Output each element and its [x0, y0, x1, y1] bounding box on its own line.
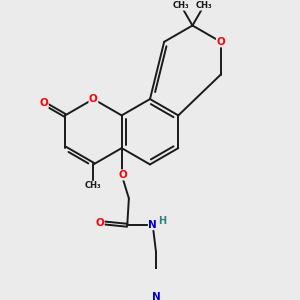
Text: O: O: [89, 94, 98, 104]
Text: CH₃: CH₃: [173, 1, 189, 10]
Text: O: O: [95, 218, 104, 228]
Text: H: H: [158, 216, 166, 226]
Text: CH₃: CH₃: [196, 1, 212, 10]
Text: CH₃: CH₃: [85, 181, 102, 190]
Text: O: O: [216, 37, 225, 47]
Text: N: N: [152, 292, 160, 300]
Text: O: O: [39, 98, 48, 108]
Text: O: O: [119, 170, 128, 180]
Text: N: N: [148, 220, 157, 230]
